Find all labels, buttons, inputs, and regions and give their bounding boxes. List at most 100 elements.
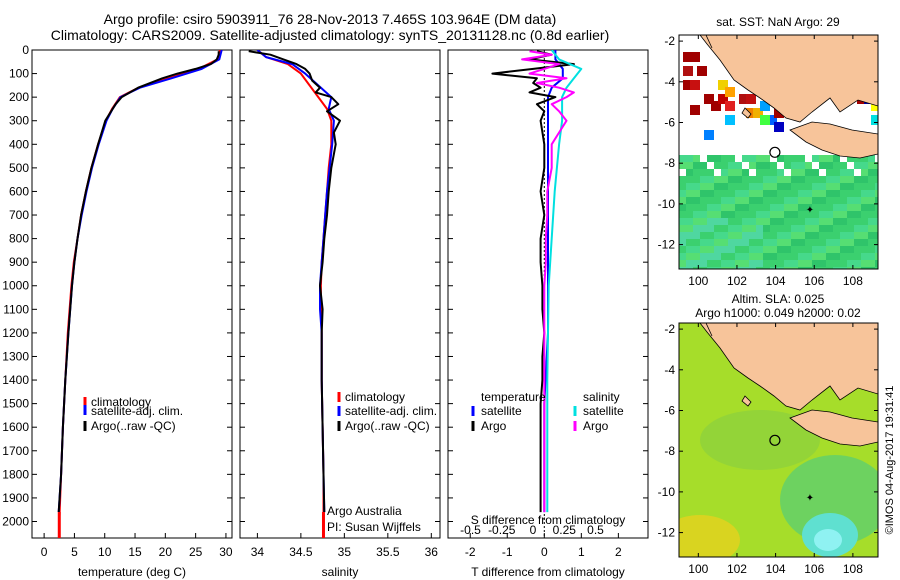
sla-map-title-line1: Altim. SLA: 0.025 [732,292,825,306]
sla-map-axis-ticks: 100 102 104 106 108 -2 -4 -6 -8 -10 -12 [658,322,878,576]
sst-map-land-sumatra [699,35,878,123]
sst-cell [798,267,805,269]
sst-map-title: sat. SST: NaN Argo: 29 [716,15,840,29]
map-y-tick-label: -6 [664,115,675,129]
sst-cell [871,115,878,125]
sst-cell [714,204,721,211]
sst-map-island [741,107,752,119]
sst-cell [826,197,833,204]
sst-cell [756,176,763,183]
x-tick-label: -2 [465,545,476,559]
sst-cell [777,169,784,176]
sst-cell [840,176,847,183]
sst-cell [690,80,700,90]
sst-cell [819,204,826,211]
salinity-series [248,50,341,538]
sst-cell [721,204,728,211]
sst-cell [770,232,777,239]
y-tick-label: 1500 [2,397,29,411]
salinity-axis-ticks: 34 34.5 35 35.5 36 [240,49,440,559]
map-x-tick-label: 102 [727,274,747,288]
series-line-3 [546,50,583,513]
sst-cell [875,253,878,260]
salinity-legend: climatology satellite-adj. clim. Argo(..… [337,390,437,433]
sst-cell [728,218,735,225]
sst-cell [840,197,847,204]
sst-cell [868,190,875,197]
sst-cell [819,232,826,239]
sst-cell [714,162,721,169]
sla-map-meridian-mark [705,323,713,337]
sst-cell [819,155,826,162]
sst-cell [700,218,707,225]
sla-map-panel: Altim. SLA: 0.025 Argo h1000: 0.049 h200… [658,292,879,576]
sst-cell [791,267,798,269]
sst-cell [798,211,805,218]
sst-cell [693,225,700,232]
y-tick-label: 600 [9,184,29,198]
sst-cell [847,267,854,269]
sst-cell [784,204,791,211]
map-x-tick-label: 102 [727,562,747,576]
sla-map-star-marker: ✦ [806,493,814,504]
sst-cell [707,155,714,162]
sst-cell [833,253,840,260]
sst-cell [777,232,784,239]
sst-cell [728,169,735,176]
sst-cell [742,239,749,246]
sst-cell [833,190,840,197]
sst-cell [798,260,805,267]
map-y-tick-label: -6 [664,403,675,417]
sst-cell [721,155,728,162]
map-x-tick-label: 100 [688,562,708,576]
x-tick-label: 35.5 [376,545,400,559]
temperature-panel: 0 5 10 15 20 25 300100200300400500600700800900… [2,43,233,579]
sst-cell [868,239,875,246]
sst-cell [819,218,826,225]
sst-cell [805,253,812,260]
sst-cell [826,253,833,260]
sst-cell [704,94,714,104]
sst-cell [868,169,875,176]
sst-cell [693,204,700,211]
map-x-tick-label: 104 [766,562,786,576]
sst-cell [861,232,868,239]
sst-cell [679,232,686,239]
sst-cell [840,253,847,260]
sst-cell [686,246,693,253]
sst-cell [854,211,861,218]
y-tick-label: 1300 [2,349,29,363]
sst-cell [854,183,861,190]
sst-cell [854,176,861,183]
sst-cell [875,232,878,239]
sst-cell [868,218,875,225]
sst-cell [693,176,700,183]
sst-cell [798,225,805,232]
sst-cell [784,162,791,169]
sst-cell [861,162,868,169]
sst-cell [742,253,749,260]
sst-cell [840,183,847,190]
sst-cell [861,169,868,176]
temp-legend-argo: Argo(..raw -QC) [91,419,176,433]
sst-cell [700,197,707,204]
sst-cell [749,246,756,253]
sst-cell [784,183,791,190]
sst-cell [840,239,847,246]
sst-cell [791,246,798,253]
sst-cell [833,232,840,239]
sst-cell [812,225,819,232]
sst-cell [861,253,868,260]
figure-title-line1: Argo profile: csiro 5903911_76 28-Nov-20… [103,11,557,27]
sst-cell [693,267,700,269]
sst-cell [833,169,840,176]
sla-map-field-2 [780,455,878,545]
sst-cell [700,176,707,183]
sst-cell [679,190,686,197]
sst-cell [861,260,868,267]
sst-cell [784,155,791,162]
sst-cell [756,155,763,162]
sst-cell [686,267,693,269]
sst-cell [805,162,812,169]
x-tick-label: 35 [338,545,352,559]
